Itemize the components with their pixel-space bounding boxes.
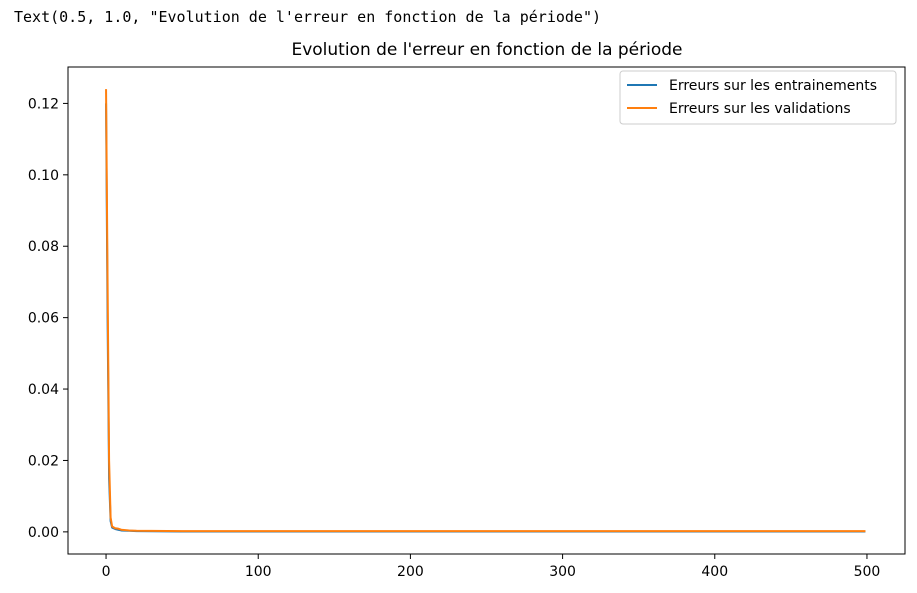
legend-box (619, 70, 897, 125)
legend: Erreurs sur les entrainements Erreurs sur… (619, 70, 897, 125)
y-tick-label: 0.00 (28, 525, 59, 541)
y-tick-label: 0.10 (28, 168, 59, 184)
cell-output-text: Text(0.5, 1.0, "Evolution de l'erreur en… (14, 8, 601, 26)
series-lines (105, 89, 866, 533)
x-tick-label: 400 (701, 564, 728, 580)
chart-title: Evolution de l'erreur en fonction de la … (291, 40, 682, 60)
x-tick-label: 0 (102, 564, 111, 580)
legend-label: Erreurs sur les entrainements (669, 78, 877, 94)
series-line-validation (105, 89, 866, 533)
x-tick-label: 100 (245, 564, 272, 580)
x-axis: 0 100 200 300 400 500 (102, 554, 881, 580)
y-tick-label: 0.04 (28, 382, 59, 398)
x-tick-label: 200 (397, 564, 424, 580)
plot-area-frame (67, 66, 906, 555)
y-tick-label: 0.08 (28, 239, 59, 255)
legend-label: Erreurs sur les validations (669, 101, 851, 117)
y-tick-label: 0.02 (28, 453, 59, 469)
series-line-train (105, 103, 866, 533)
x-tick-label: 500 (854, 564, 881, 580)
y-tick-label: 0.06 (28, 311, 59, 327)
x-tick-label: 300 (549, 564, 576, 580)
y-tick-label: 0.12 (28, 96, 59, 112)
y-axis: 0.00 0.02 0.04 0.06 0.08 0.10 0.12 (28, 96, 68, 541)
